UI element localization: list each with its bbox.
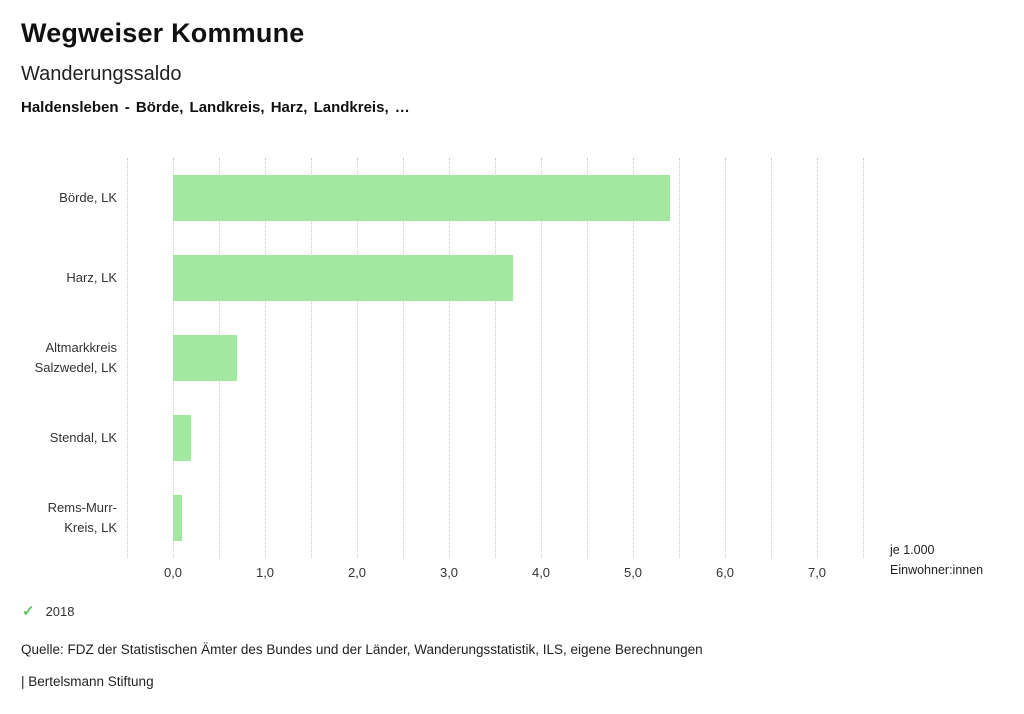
gridline	[265, 158, 266, 558]
axis-tick-label: 2,0	[347, 565, 367, 580]
bar-rows	[127, 158, 863, 558]
legend-item-2018[interactable]: ✓ 2018	[22, 602, 75, 620]
gridline	[725, 158, 726, 558]
category-label: Börde, LK	[59, 190, 117, 205]
bar-row	[127, 238, 863, 318]
header: Wegweiser Kommune Wanderungssaldo Halden…	[21, 18, 410, 116]
bar[interactable]	[173, 415, 192, 461]
bar-chart: Börde, LK Harz, LK Altmarkkreis Salzwedel,…	[0, 158, 1024, 582]
bar[interactable]	[173, 495, 183, 541]
axis-spacer	[0, 558, 127, 582]
gridline	[817, 158, 818, 558]
gridline	[633, 158, 634, 558]
gridline	[863, 158, 864, 558]
plot-area	[127, 158, 864, 558]
gridline	[311, 158, 312, 558]
legend-year-label: 2018	[45, 603, 75, 619]
category-label: Altmarkkreis Salzwedel, LK	[34, 340, 117, 375]
gridline	[127, 158, 128, 558]
axis-tick-label: 1,0	[255, 565, 275, 580]
gridline	[587, 158, 588, 558]
bar[interactable]	[173, 255, 514, 301]
check-icon: ✓	[22, 603, 35, 620]
gridline	[541, 158, 542, 558]
axis-unit-note: je 1.000 Einwohner:innen	[890, 543, 984, 577]
gridline	[357, 158, 358, 558]
bar-row	[127, 478, 863, 558]
axis-tick-label: 0,0	[163, 565, 183, 580]
category-label: Stendal, LK	[49, 430, 117, 445]
axis-tick-label: 5,0	[623, 565, 643, 580]
bar-row	[127, 158, 863, 238]
gridline	[495, 158, 496, 558]
source-note: Quelle: FDZ der Statistischen Ämter des …	[21, 642, 703, 657]
category-labels-column: Börde, LK Harz, LK Altmarkkreis Salzwedel,…	[0, 158, 127, 558]
x-axis: 0,0 1,0 2,0 3,0 4,0 5,0 6,0 7,0	[0, 558, 1024, 582]
gridline	[679, 158, 680, 558]
gridline	[771, 158, 772, 558]
chart-title: Wanderungssaldo	[21, 63, 182, 85]
category-label: Rems-Murr- Kreis, LK	[47, 500, 117, 535]
chart-main: Börde, LK Harz, LK Altmarkkreis Salzwedel,…	[0, 158, 1024, 558]
axis-ticks: 0,0 1,0 2,0 3,0 4,0 5,0 6,0 7,0	[127, 558, 863, 582]
axis-tick-label: 7,0	[807, 565, 827, 580]
gridline	[449, 158, 450, 558]
chart-subtitle: Haldensleben - Börde, Landkreis, Harz, L…	[21, 99, 410, 116]
axis-tick-label: 4,0	[531, 565, 551, 580]
category-label: Harz, LK	[66, 270, 117, 285]
footer-attribution: | Bertelsmann Stiftung	[21, 674, 154, 689]
bar[interactable]	[173, 175, 670, 221]
bar[interactable]	[173, 335, 238, 381]
axis-tick-label: 3,0	[439, 565, 459, 580]
gridline	[403, 158, 404, 558]
brand-title: Wegweiser Kommune	[21, 18, 305, 48]
axis-tick-label: 6,0	[715, 565, 735, 580]
bar-row	[127, 318, 863, 398]
bar-row	[127, 398, 863, 478]
